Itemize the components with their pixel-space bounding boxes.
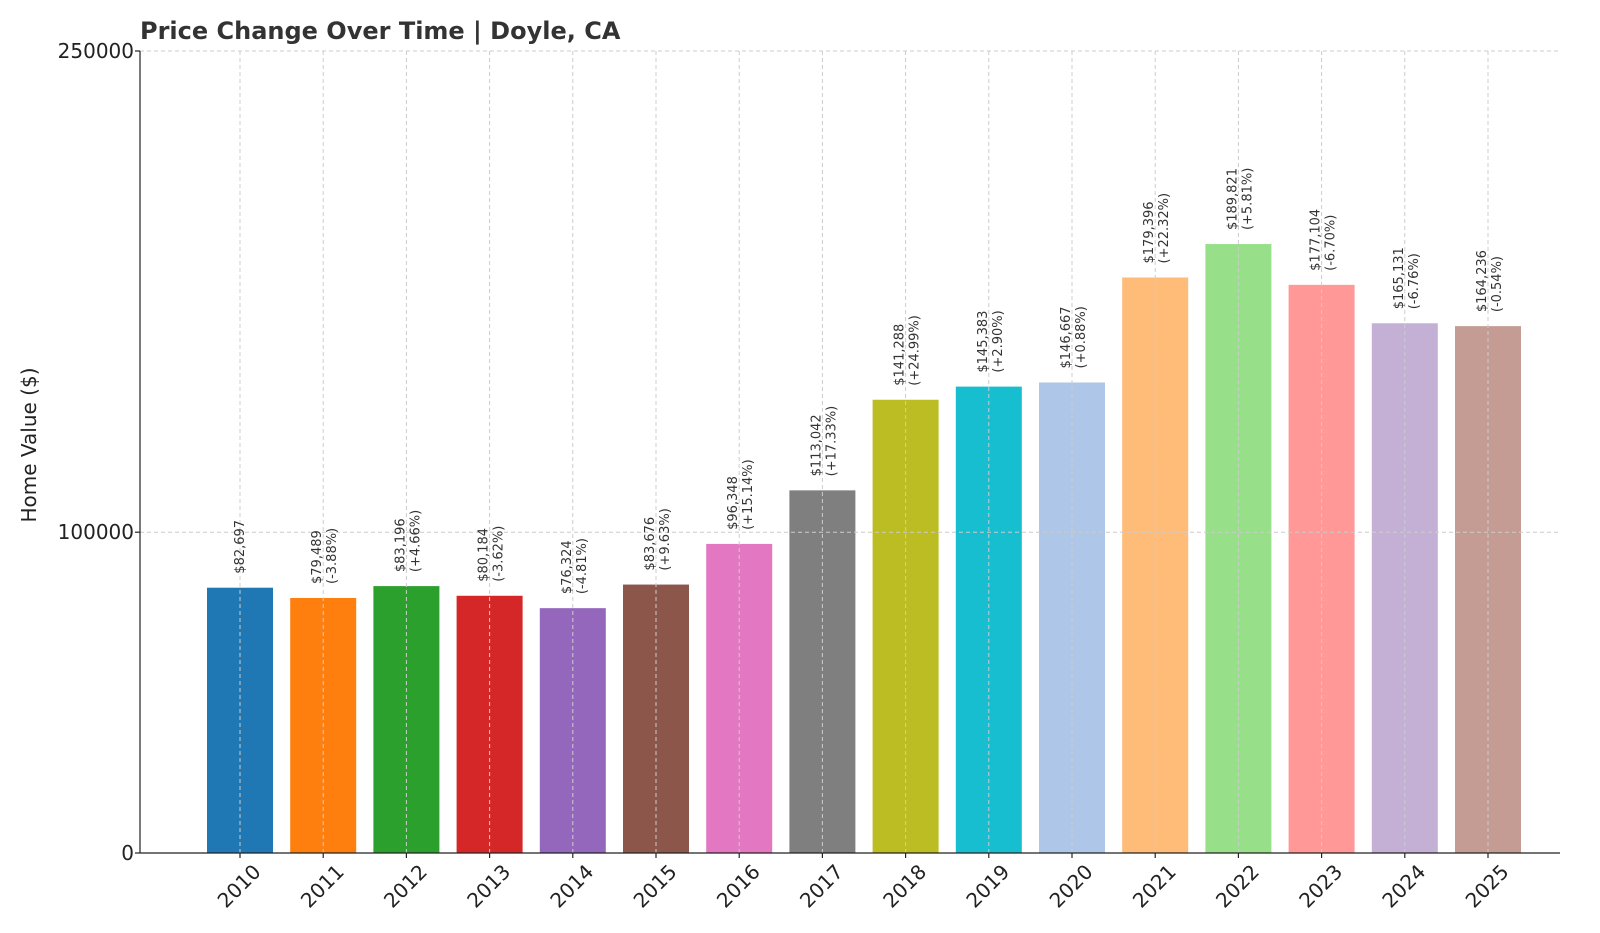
value-label: $82,697 — [233, 520, 248, 574]
x-tick-label: 2016 — [712, 860, 765, 913]
x-tick-label: 2017 — [795, 860, 848, 913]
value-label: $96,348 — [726, 476, 741, 530]
change-label: (-3.62%) — [492, 526, 507, 582]
y-axis-label: Home Value ($) — [17, 367, 41, 522]
y-tick-label: 250000 — [58, 39, 134, 63]
change-label: (+24.99%) — [908, 315, 923, 386]
x-tick-label: 2022 — [1211, 860, 1264, 913]
value-label: $83,676 — [643, 517, 658, 571]
change-label: (+17.33%) — [824, 406, 839, 477]
x-tick-label: 2011 — [296, 860, 349, 913]
data-label-2022: $189,821 (+5.81%) — [1225, 168, 1255, 230]
data-label-2020: $146,667 (+0.88%) — [1059, 306, 1089, 368]
x-tick-label: 2013 — [462, 860, 515, 913]
data-label-2023: $177,104 (-6.70%) — [1309, 209, 1339, 271]
x-tick-label: 2010 — [213, 860, 266, 913]
x-tick-label: 2024 — [1377, 860, 1430, 913]
axes — [135, 50, 1560, 858]
data-label-2021: $179,396 (+22.32%) — [1142, 193, 1172, 264]
data-label-2017: $113,042 (+17.33%) — [809, 406, 839, 477]
change-label: (-0.54%) — [1490, 256, 1505, 312]
change-label: (-6.76%) — [1407, 253, 1422, 309]
x-tick-label: 2021 — [1128, 860, 1181, 913]
value-label: $146,667 — [1059, 306, 1074, 368]
data-label-2024: $165,131 (-6.76%) — [1392, 247, 1422, 309]
value-label: $76,324 — [560, 540, 575, 594]
value-label: $145,383 — [976, 311, 991, 373]
value-label: $177,104 — [1309, 209, 1324, 271]
x-tick-label: 2015 — [629, 860, 682, 913]
data-labels: $82,697 $79,489 (-3.88%) $83,196 (+4.66%) $80… — [233, 168, 1505, 594]
y-tick-label: 0 — [121, 841, 134, 865]
x-tick-label: 2023 — [1294, 860, 1347, 913]
change-label: (+22.32%) — [1157, 193, 1172, 264]
value-label: $83,196 — [393, 518, 408, 572]
change-label: (+0.88%) — [1074, 306, 1089, 368]
y-tick-label: 100000 — [58, 520, 134, 544]
grid — [140, 50, 1560, 853]
value-label: $79,489 — [310, 530, 325, 584]
x-tick-label: 2019 — [961, 860, 1014, 913]
data-label-2014: $76,324 (-4.81%) — [560, 538, 590, 594]
change-label: (+5.81%) — [1240, 168, 1255, 230]
change-label: (-6.70%) — [1324, 215, 1339, 271]
data-label-2011: $79,489 (-3.88%) — [310, 528, 340, 584]
data-label-2019: $145,383 (+2.90%) — [976, 310, 1006, 372]
value-label: $141,288 — [893, 324, 908, 386]
value-label: $165,131 — [1392, 247, 1407, 309]
data-label-2013: $80,184 (-3.62%) — [477, 526, 507, 582]
data-label-2015: $83,676 (+9.63%) — [643, 508, 673, 570]
value-label: $189,821 — [1225, 168, 1240, 230]
x-tick-label: 2012 — [379, 860, 432, 913]
change-label: (-3.88%) — [325, 528, 340, 584]
change-label: (+15.14%) — [741, 459, 756, 530]
value-label: $179,396 — [1142, 201, 1157, 263]
change-label: (+9.63%) — [658, 508, 673, 570]
data-label-2018: $141,288 (+24.99%) — [893, 315, 923, 386]
x-tick-label: 2014 — [545, 860, 598, 913]
chart-title: Price Change Over Time | Doyle, CA — [140, 17, 621, 45]
x-tick-label: 2025 — [1461, 860, 1514, 913]
data-label-2025: $164,236 (-0.54%) — [1475, 250, 1505, 312]
data-label-2010: $82,697 — [233, 520, 248, 574]
x-tick-label: 2018 — [878, 860, 931, 913]
change-label: (+4.66%) — [408, 510, 423, 572]
change-label: (+2.90%) — [991, 310, 1006, 372]
change-label: (-4.81%) — [575, 538, 590, 594]
data-label-2012: $83,196 (+4.66%) — [393, 510, 423, 572]
x-tick-label: 2020 — [1045, 860, 1098, 913]
value-label: $164,236 — [1475, 250, 1490, 312]
data-label-2016: $96,348 (+15.14%) — [726, 459, 756, 530]
value-label: $113,042 — [809, 414, 824, 476]
value-label: $80,184 — [477, 528, 492, 582]
